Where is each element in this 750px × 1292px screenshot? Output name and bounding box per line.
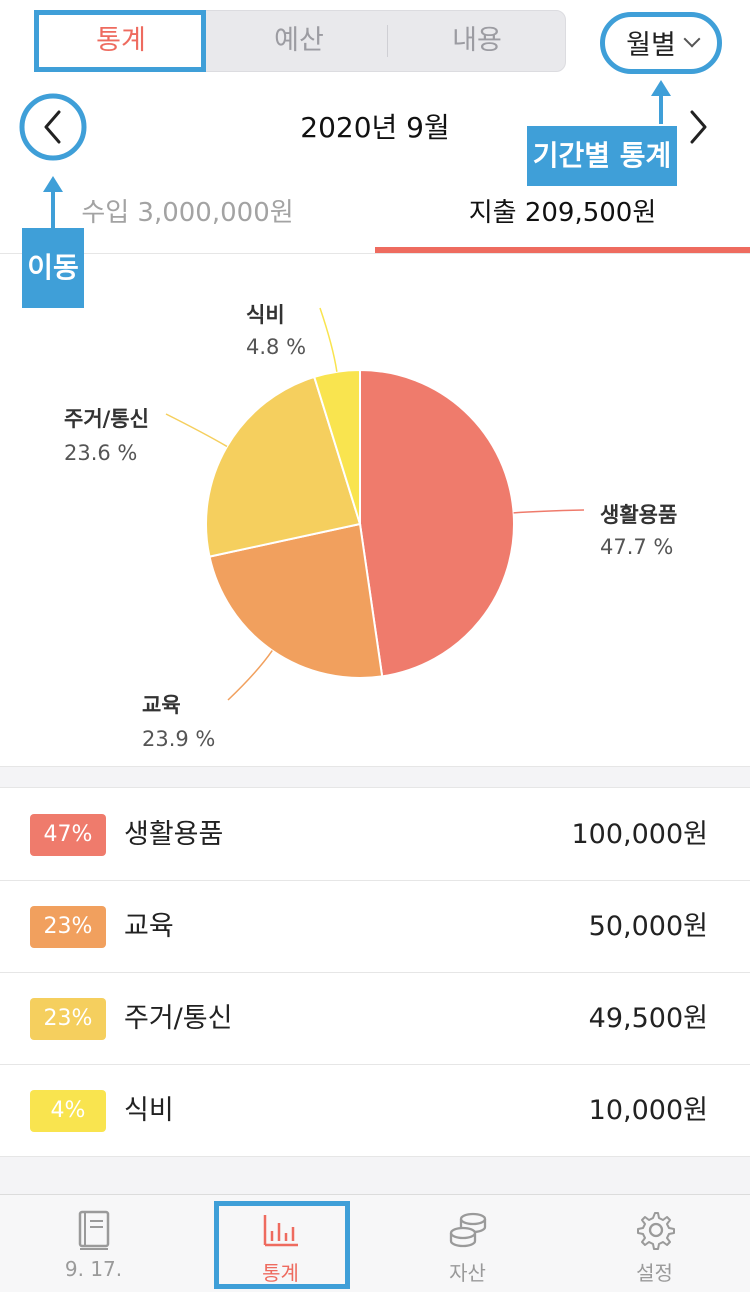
annotation-move: 이동 bbox=[22, 228, 84, 308]
pie-slice-3 bbox=[205, 375, 362, 558]
slice-name-4: 식비 bbox=[246, 303, 285, 327]
list-item[interactable]: 4% 식비 10,000원 bbox=[0, 1065, 750, 1157]
list-item[interactable]: 23% 교육 50,000원 bbox=[0, 881, 750, 973]
coins-icon bbox=[449, 1212, 487, 1248]
bottom-tab-bar: 9. 17. 통계 자산 설정 bbox=[0, 1194, 750, 1292]
category-list: 47% 생활용품 100,000원 23% 교육 50,000원 23% 주거/… bbox=[0, 789, 750, 1157]
annotation-arrows bbox=[43, 80, 671, 230]
tab-label: 설정 bbox=[636, 1261, 673, 1285]
slice-value-1: 47.7 % bbox=[600, 535, 673, 559]
percent-badge: 23% bbox=[30, 906, 106, 948]
annotation-period-stats: 기간별 통계 bbox=[527, 126, 677, 186]
category-label: 주거/통신 bbox=[124, 1003, 233, 1034]
leader-line-2 bbox=[227, 650, 273, 701]
category-amount: 10,000원 bbox=[588, 1095, 708, 1126]
category-label: 식비 bbox=[124, 1095, 174, 1126]
pie-slice-4 bbox=[313, 368, 361, 525]
pie-slice-2 bbox=[208, 522, 384, 679]
percent-badge: 4% bbox=[30, 1090, 106, 1132]
leader-line-1 bbox=[513, 509, 585, 514]
category-label: 교육 bbox=[124, 911, 174, 942]
tab-settings[interactable]: 설정 bbox=[561, 1195, 748, 1292]
slice-value-2: 23.9 % bbox=[142, 727, 215, 751]
tab-label: 통계 bbox=[262, 1261, 299, 1285]
prev-month-button[interactable] bbox=[18, 92, 88, 162]
category-amount: 49,500원 bbox=[588, 1003, 708, 1034]
divider bbox=[0, 253, 750, 254]
tab-contents[interactable]: 내용 bbox=[452, 25, 502, 56]
pie-slice-1 bbox=[359, 368, 515, 678]
chevron-right-icon bbox=[690, 110, 707, 144]
chevron-left-icon bbox=[19, 93, 87, 161]
percent-badge: 23% bbox=[30, 998, 106, 1040]
list-footer-space bbox=[0, 1157, 750, 1195]
category-label: 생활용품 bbox=[124, 819, 224, 850]
tab-budget[interactable]: 예산 bbox=[274, 25, 324, 56]
book-icon bbox=[78, 1210, 110, 1250]
segment-divider bbox=[387, 25, 388, 57]
bar-chart-icon bbox=[263, 1215, 298, 1247]
slice-value-4: 4.8 % bbox=[246, 335, 306, 359]
income-tab[interactable]: 수입 3,000,000원 bbox=[81, 198, 294, 228]
tab-assets[interactable]: 자산 bbox=[374, 1195, 561, 1292]
section-separator bbox=[0, 766, 750, 788]
month-title: 2020년 9월 bbox=[300, 111, 450, 144]
annotation-highlight-stats-tab bbox=[34, 10, 206, 72]
pie-chart-svg: 식비 4.8 % 주거/통신 23.6 % 생활용품 47.7 % 교육 23.… bbox=[64, 303, 677, 751]
slice-name-3: 주거/통신 bbox=[64, 407, 149, 431]
category-amount: 50,000원 bbox=[588, 911, 708, 942]
tab-statistics[interactable]: 통계 bbox=[187, 1195, 374, 1292]
view-segmented-control: 통계 예산 내용 bbox=[34, 10, 566, 72]
tab-label: 자산 bbox=[449, 1261, 486, 1285]
tab-daily[interactable]: 9. 17. bbox=[0, 1195, 187, 1292]
tab-label: 9. 17. bbox=[64, 1257, 123, 1281]
expense-tab[interactable]: 지출 209,500원 bbox=[468, 198, 657, 228]
leader-line-3 bbox=[165, 413, 228, 448]
tab-stats[interactable]: 통계 bbox=[37, 13, 205, 69]
leader-line-4 bbox=[319, 307, 338, 372]
list-item[interactable]: 23% 주거/통신 49,500원 bbox=[0, 973, 750, 1065]
gear-icon bbox=[637, 1212, 675, 1250]
annotation-highlight-period bbox=[600, 12, 722, 74]
annotation-highlight-stats-tabbar bbox=[214, 1201, 350, 1289]
expense-tab-indicator bbox=[375, 247, 750, 253]
percent-badge: 47% bbox=[30, 814, 106, 856]
slice-name-1: 생활용품 bbox=[600, 503, 677, 527]
slice-name-2: 교육 bbox=[142, 693, 181, 717]
next-month-button[interactable] bbox=[670, 92, 730, 162]
category-amount: 100,000원 bbox=[571, 819, 709, 850]
slice-value-3: 23.6 % bbox=[64, 441, 137, 465]
expense-pie-chart: 식비 4.8 % 주거/통신 23.6 % 생활용품 47.7 % 교육 23.… bbox=[0, 254, 750, 766]
list-item[interactable]: 47% 생활용품 100,000원 bbox=[0, 789, 750, 881]
